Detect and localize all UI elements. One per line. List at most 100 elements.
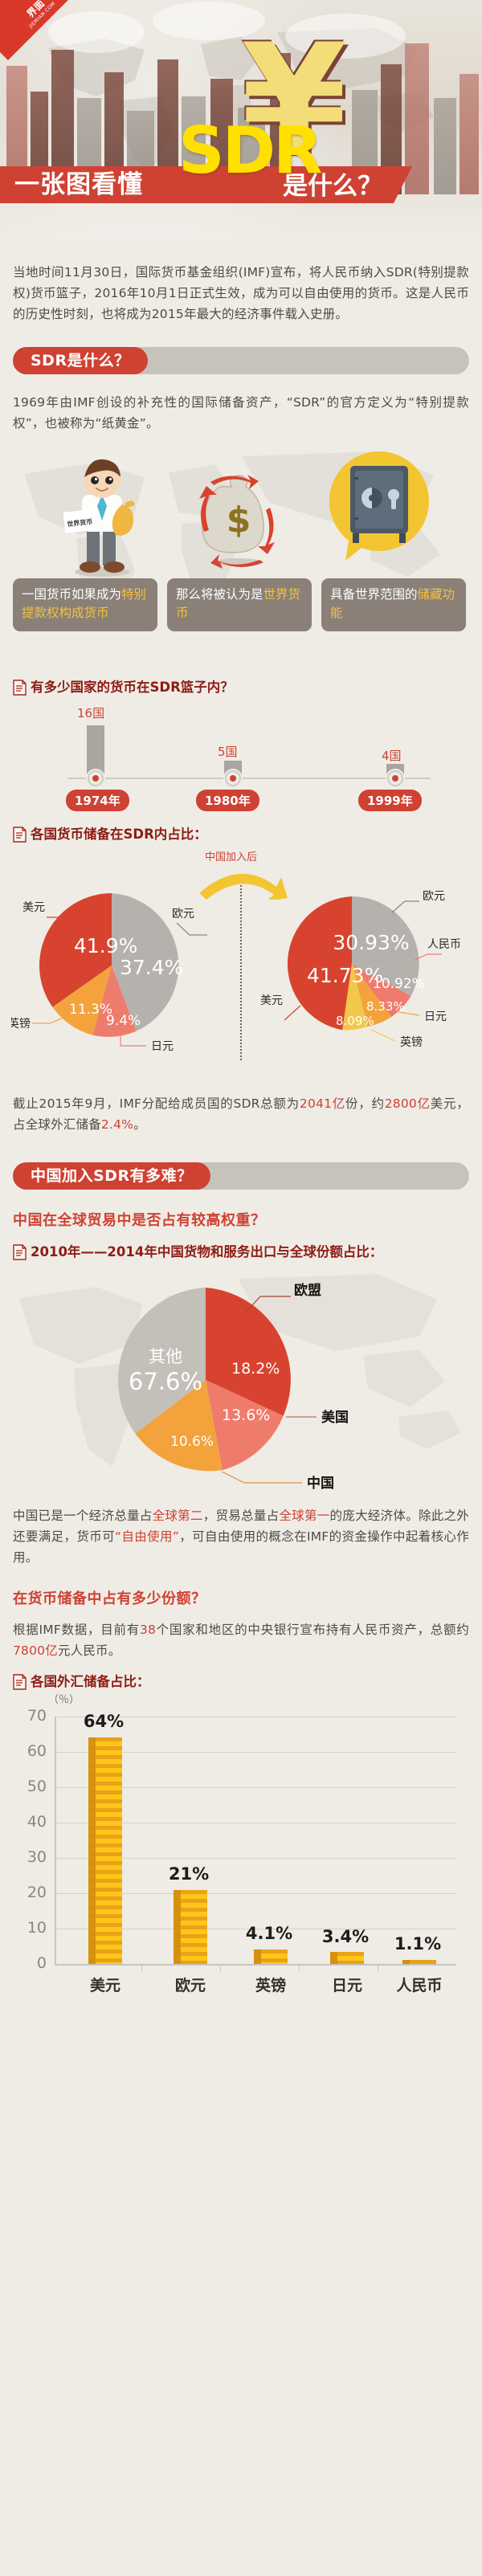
bar-ytick-60: 60 xyxy=(27,1742,47,1760)
sdr-weight-pie-charts: 中国加入后 41.9% 37.4% 11.3% 9.4% 美元 欧元 xyxy=(0,843,482,1088)
bar-category-eur: 欧元 xyxy=(174,1977,206,1994)
reserve-para-2: 个国家和地区的中央银行宣布持有人民币资产，总额约 xyxy=(156,1623,470,1637)
trade-hl-1: 全球第二 xyxy=(152,1508,203,1523)
timeline-dot-1974 xyxy=(88,770,104,786)
timeline-bar-1974 xyxy=(87,725,104,778)
intro-paragraph: 当地时间11月30日，国际货币基金组织(IMF)宣布，将人民币纳入SDR(特别提… xyxy=(13,265,469,321)
subheading-country-count: 有多少国家的货币在SDR篮子内？ xyxy=(13,678,469,696)
bar-value-gbp: 4.1% xyxy=(245,1924,293,1943)
subheading-fx-reserve: 各国外汇储备占比： xyxy=(13,1661,469,1691)
footnote-amount-usd: 2800亿 xyxy=(384,1096,431,1111)
bar-axis-x xyxy=(55,1964,456,1966)
bar-ytick-0: 0 xyxy=(36,1954,47,1972)
document-icon xyxy=(13,1674,27,1690)
pie-label-other: 其他 xyxy=(149,1347,182,1366)
section-header-label: SDR是什么？ xyxy=(13,347,148,374)
pie-label-gbp-after: 英镑 xyxy=(400,1035,423,1049)
pie-label-jpy-after: 日元 xyxy=(424,1010,447,1023)
card-1-text-a: 一国货币如果成为 xyxy=(22,587,122,602)
bar-value-jpy: 3.4% xyxy=(321,1927,370,1946)
bar-xtick xyxy=(220,1966,221,1971)
skyline-building xyxy=(434,98,456,194)
pie-value-usd-before: 41.9% xyxy=(74,934,137,957)
page-title-tail: 是什么？ xyxy=(283,172,382,201)
bar-ytick-40: 40 xyxy=(27,1813,47,1831)
intro-section: 当地时间11月30日，国际货币基金组织(IMF)宣布，将人民币纳入SDR(特别提… xyxy=(0,241,482,325)
trade-para-4: ，可自由使用的概念在IMF的资金操作中起着核心作用。 xyxy=(13,1529,469,1565)
concept-card-2: 那么将被认为是世界货币 xyxy=(167,578,312,631)
bar-cny xyxy=(402,1960,436,1964)
pie-value-us: 13.6% xyxy=(222,1406,270,1424)
section-difficulty: 中国加入SDR有多难？ 中国在全球贸易中是否占有较高权重？ 2010年——201… xyxy=(0,1135,482,1261)
country-count-timeline-chart: 16国 1974年 5国 1980年 4国 1999年 xyxy=(13,696,469,817)
document-icon xyxy=(13,680,27,696)
concept-card-3: 具备世界范围的储藏功能 xyxy=(321,578,466,631)
pie-value-gbp-before: 11.3% xyxy=(69,1002,112,1018)
timeline-dot-1980 xyxy=(225,770,241,786)
section-what-is-sdr: SDR是什么？ 1969年由IMF创设的补充性的国际储备资产，“SDR”的官方定… xyxy=(0,325,482,434)
trade-para-1: 中国已是一个经济总量占 xyxy=(13,1508,153,1523)
pie-label-jpy-before: 日元 xyxy=(151,1040,174,1053)
question-trade-weight: 中国在全球贸易中是否占有较高权重？ xyxy=(13,1212,266,1229)
pie-value-eu: 18.2% xyxy=(231,1360,280,1378)
safe-vault-icon xyxy=(329,451,429,561)
bar-gbp xyxy=(254,1949,288,1964)
concept-card-1: 一国货币如果成为特别提款权构成货币 xyxy=(13,578,157,631)
document-icon xyxy=(13,1244,27,1260)
sdr-definition: 1969年由IMF创设的补充性的国际储备资产，“SDR”的官方定义为“特别提款权… xyxy=(13,395,469,431)
curved-arrow-icon xyxy=(199,873,288,900)
pie-value-gbp-after: 8.09% xyxy=(336,1014,374,1028)
subheading-sdr-weights-label: 各国货币储备在SDR内占比： xyxy=(31,827,207,842)
pie-value-eur-after: 30.93% xyxy=(333,931,409,954)
bar-chart-unit-label: （％） xyxy=(48,1694,80,1706)
bar-ytick-10: 10 xyxy=(27,1919,47,1937)
section-country-count: 有多少国家的货币在SDR篮子内？ xyxy=(0,675,482,696)
bar-ytick-30: 30 xyxy=(27,1848,47,1866)
concept-card-list: 一国货币如果成为特别提款权构成货币 那么将被认为是世界货币 具备世界范围的储藏功… xyxy=(13,578,469,631)
card-2-text-highlight: 世界货币 xyxy=(176,587,301,620)
reserve-explanation: 根据IMF数据，目前有38个国家和地区的中央银行宣布持有人民币资产，总额约 780… xyxy=(13,1608,469,1661)
bar-gridline-20 xyxy=(55,1893,456,1894)
document-icon xyxy=(13,827,27,843)
bar-axis-y xyxy=(55,1717,56,1966)
section-header-difficulty: 中国加入SDR有多难？ xyxy=(13,1162,469,1190)
trade-hl-3: “自由使用” xyxy=(114,1529,180,1544)
pie-value-other: 67.6% xyxy=(129,1368,202,1395)
section-header-label: 中国加入SDR有多难？ xyxy=(13,1162,210,1190)
card-2-text-a: 那么将被认为是 xyxy=(176,587,263,602)
bar-xtick xyxy=(299,1966,300,1971)
bar-gridline-30 xyxy=(55,1858,456,1859)
subheading-country-count-label: 有多少国家的货币在SDR篮子内？ xyxy=(31,680,234,695)
card-3-text-a: 具备世界范围的 xyxy=(330,587,418,602)
timeline-year-1999: 1999年 xyxy=(358,790,422,811)
bar-category-jpy: 日元 xyxy=(331,1977,362,1994)
timeline-year-1980: 1980年 xyxy=(196,790,259,811)
fx-reserve-bar-chart: （％） 70 60 50 40 30 20 10 0 64% 21% 4.1% … xyxy=(13,1691,469,2012)
smoke-clouds-icon xyxy=(48,2,406,59)
pie-label-usd-after: 美元 xyxy=(260,994,283,1007)
bar-category-cny: 人民币 xyxy=(396,1977,443,1994)
pie-chart-export-share: 其他 67.6% 18.2% 13.6% 10.6% 欧盟 美国 中国 xyxy=(117,1282,349,1492)
pie-chart-before-china: 41.9% 37.4% 11.3% 9.4% 美元 欧元 英镑 日元 xyxy=(11,893,207,1053)
reserve-hl-2: 7800亿 xyxy=(13,1643,58,1658)
question-reserve-share: 在货币储备中占有多少份额？ xyxy=(13,1590,206,1607)
businessman-with-money-bag-icon: 世界货币 xyxy=(63,459,135,577)
note-label: 世界货币 xyxy=(67,517,93,528)
trade-hl-2: 全球第一 xyxy=(279,1508,330,1523)
pie-label-china: 中国 xyxy=(307,1475,334,1492)
pie-label-usd-before: 美元 xyxy=(22,901,45,914)
pie-value-china: 10.6% xyxy=(170,1434,214,1450)
bar-ytick-70: 70 xyxy=(27,1707,47,1725)
subheading-sdr-weights: 各国货币储备在SDR内占比： xyxy=(13,825,469,843)
page-title-sdr: SDR xyxy=(178,113,323,188)
bar-xtick xyxy=(141,1966,142,1971)
bar-ytick-50: 50 xyxy=(27,1778,47,1795)
footnote-prefix: 截止2015年9月，IMF分配给成员国的SDR总额为 xyxy=(13,1096,300,1111)
reserve-para-1: 根据IMF数据，目前有 xyxy=(13,1623,140,1637)
section-header-what-is-sdr: SDR是什么？ xyxy=(13,347,469,374)
bar-gridline-50 xyxy=(55,1787,456,1788)
reserve-hl-1: 38 xyxy=(139,1623,157,1637)
skyline-building xyxy=(460,74,479,194)
trade-para-3: 的庞大经济体。除此之外还要满足，货币可 xyxy=(13,1508,470,1544)
page-title: 一张图看懂 xyxy=(14,170,143,199)
